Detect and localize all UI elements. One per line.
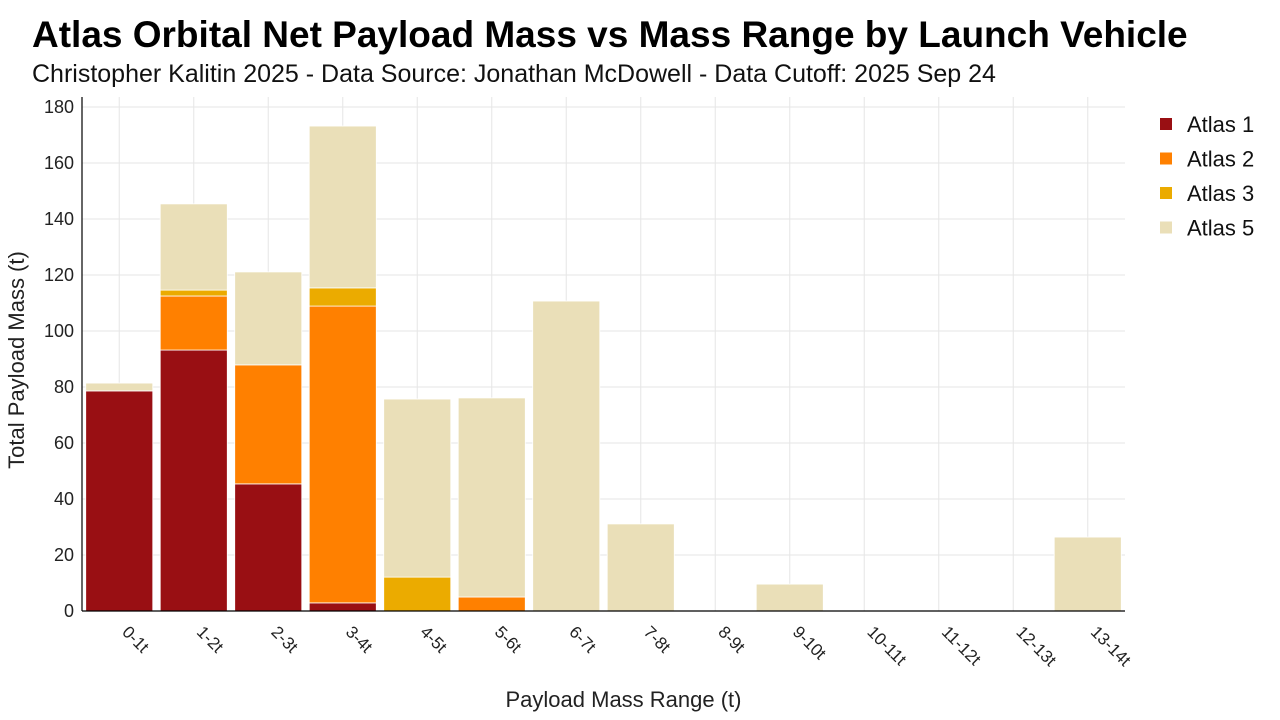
legend-swatch: [1160, 152, 1172, 165]
x-tick-label: 4-5t: [416, 622, 450, 656]
x-axis-label: Payload Mass Range (t): [506, 687, 742, 712]
bar-atlas-5: [755, 583, 824, 612]
legend-swatch: [1160, 221, 1172, 234]
x-tick-label: 11-12t: [938, 622, 985, 669]
bar-atlas-2: [308, 305, 377, 604]
x-tick-label: 8-9t: [714, 622, 748, 656]
y-tick-label: 0: [64, 601, 74, 621]
legend-swatch: [1160, 118, 1172, 130]
y-tick-label: 40: [54, 489, 74, 509]
x-tick-label: 13-14t: [1087, 622, 1135, 670]
x-tick-label: 6-7t: [565, 622, 599, 656]
legend-item: Atlas 1: [1187, 112, 1254, 137]
y-tick-label: 80: [54, 377, 74, 397]
legend-item: Atlas 3: [1187, 181, 1254, 206]
bar-atlas-3: [383, 576, 452, 612]
bar-atlas-1: [159, 349, 228, 612]
y-tick-label: 100: [44, 321, 74, 341]
bar-atlas-5: [234, 271, 303, 366]
bar-atlas-3: [308, 287, 377, 307]
legend-swatch: [1160, 187, 1172, 199]
bar-atlas-2: [234, 364, 303, 485]
bar-atlas-5: [606, 523, 675, 612]
x-tick-label: 10-11t: [863, 622, 910, 669]
chart-title: Atlas Orbital Net Payload Mass vs Mass R…: [32, 14, 1188, 55]
bar-atlas-5: [383, 398, 452, 578]
bar-atlas-5: [159, 203, 228, 291]
bar-atlas-2: [159, 295, 228, 351]
chart-subtitle: Christopher Kalitin 2025 - Data Source: …: [32, 60, 996, 88]
x-tick-label: 5-6t: [491, 622, 525, 656]
bar-atlas-5: [1053, 536, 1122, 612]
y-tick-label: 140: [44, 209, 74, 229]
x-tick-label: 7-8t: [640, 622, 674, 656]
bar-atlas-2: [457, 596, 526, 612]
bar-atlas-5: [457, 397, 526, 598]
y-tick-label: 120: [44, 265, 74, 285]
legend-item: Atlas 2: [1187, 147, 1254, 172]
y-axis-label: Total Payload Mass (t): [4, 251, 29, 469]
x-tick-label: 0-1t: [118, 622, 152, 656]
x-tick-label: 9-10t: [789, 622, 830, 663]
bar-atlas-5: [532, 300, 601, 612]
legend-item: Atlas 5: [1187, 216, 1254, 241]
bar-atlas-5: [308, 125, 377, 289]
y-tick-label: 160: [44, 153, 74, 173]
x-tick-label: 12-13t: [1012, 622, 1060, 670]
bar-atlas-5: [85, 382, 154, 392]
bar-atlas-3: [159, 289, 228, 297]
bar-atlas-1: [85, 390, 154, 612]
y-tick-label: 60: [54, 433, 74, 453]
y-tick-label: 180: [44, 97, 74, 117]
x-tick-label: 1-2t: [193, 622, 227, 656]
bar-atlas-1: [308, 602, 377, 612]
x-tick-label: 2-3t: [267, 622, 301, 656]
y-tick-label: 20: [54, 545, 74, 565]
bar-atlas-1: [234, 483, 303, 612]
x-tick-label: 3-4t: [342, 622, 376, 656]
